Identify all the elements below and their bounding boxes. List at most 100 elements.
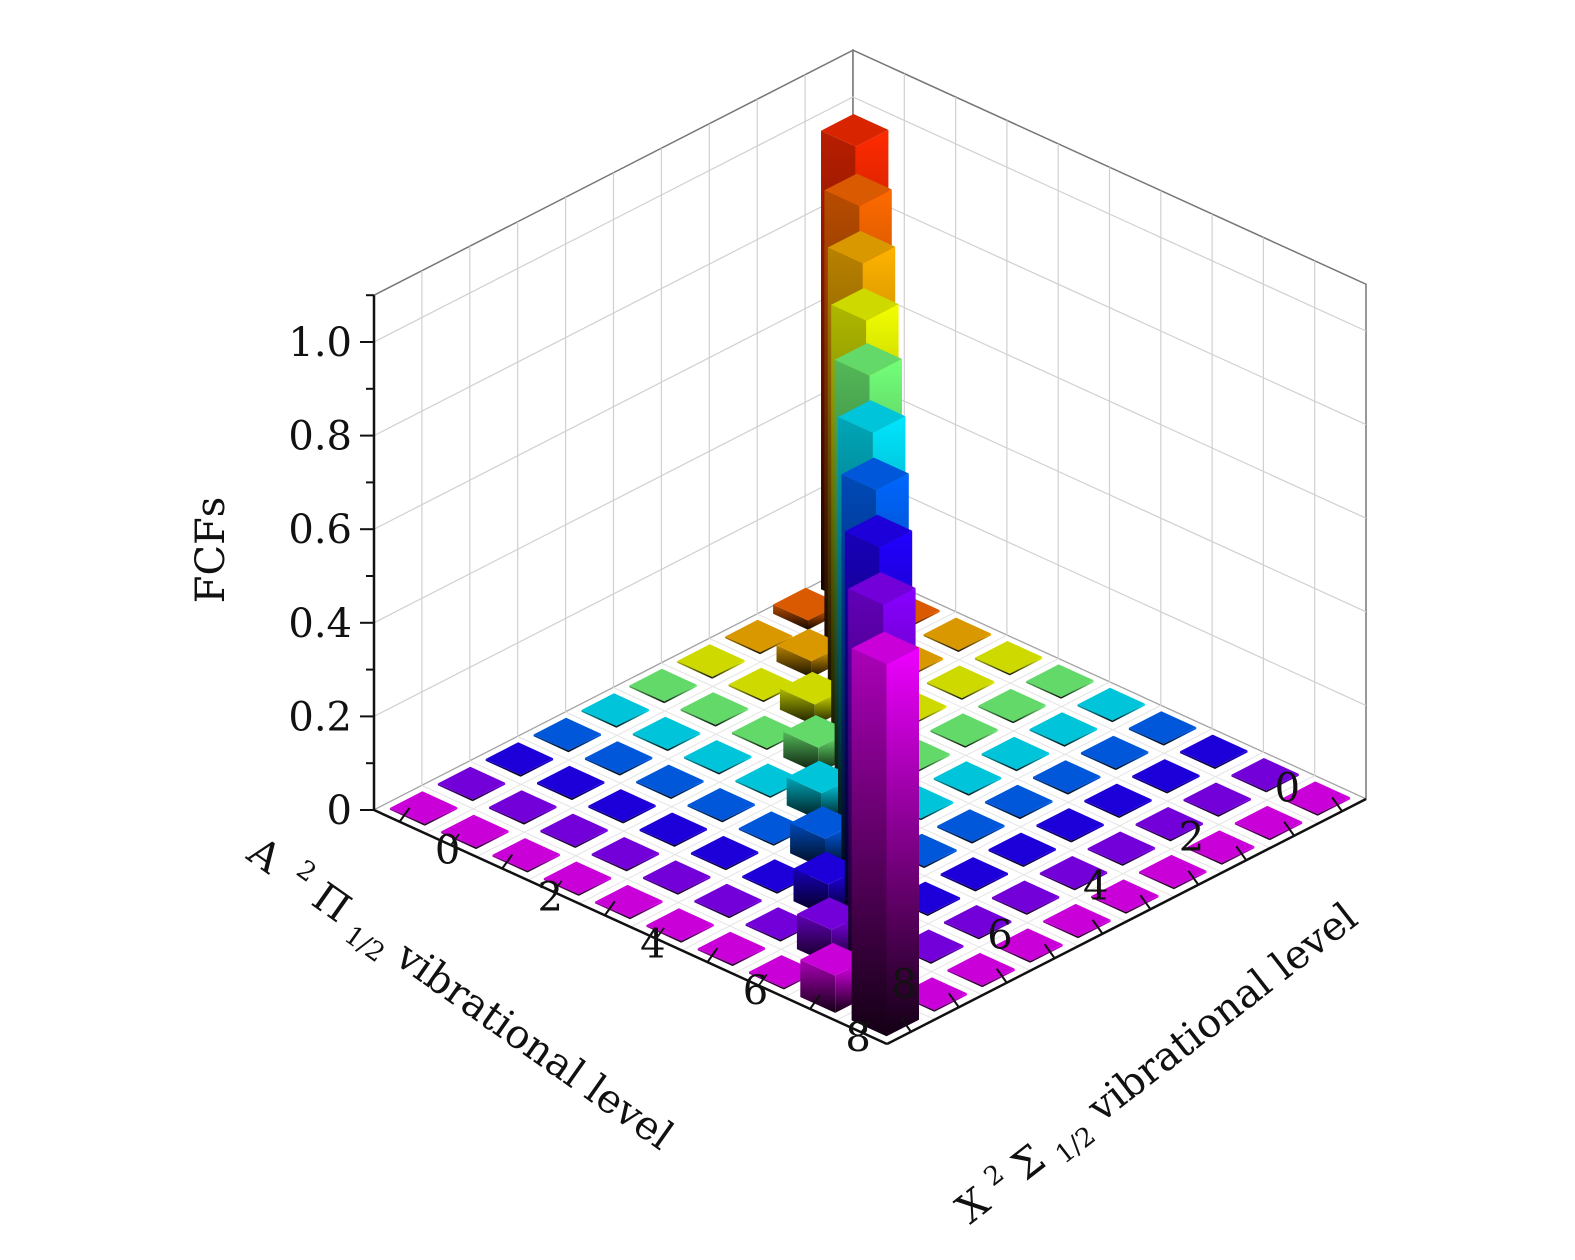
- bar-a8-x5: [694, 883, 762, 919]
- bar-face-top: [636, 764, 704, 798]
- z-tick-label: 0.8: [288, 414, 352, 460]
- bar-face-left: [646, 925, 682, 943]
- bar-face-top: [584, 741, 653, 774]
- bar-face-left: [944, 921, 979, 940]
- x-axis-tick: [1187, 870, 1200, 886]
- bar-face-top: [684, 740, 752, 773]
- bar-face-top: [389, 791, 458, 824]
- bar-a5-x2: [684, 740, 752, 775]
- bar-face-top: [643, 860, 711, 893]
- bar-face-top: [646, 908, 714, 941]
- bar-a3-x7: [1036, 808, 1104, 843]
- x-axis-title-letter: A: [238, 828, 290, 883]
- bar-face-right: [934, 993, 967, 1012]
- bar-a9-x3: [543, 861, 612, 896]
- bar-face-top: [735, 763, 803, 797]
- bar-face-top: [540, 813, 608, 847]
- bar-a9-x5: [646, 908, 714, 943]
- bar-face-top: [981, 736, 1050, 770]
- bar-face-top: [1128, 711, 1197, 744]
- bar-face-right: [677, 876, 711, 895]
- bar-a9-x2: [492, 838, 560, 873]
- bar-a3-x9: [1139, 854, 1207, 890]
- bar-a4-x9: [1091, 879, 1159, 914]
- bar-face-top: [800, 942, 868, 976]
- bar-face-top: [927, 665, 995, 699]
- x-axis-tick: [1283, 821, 1295, 837]
- bar-face-top: [974, 641, 1043, 674]
- bar-face-left: [1231, 774, 1267, 793]
- bar-face-left: [437, 783, 473, 802]
- bar-a5-x1: [632, 716, 701, 752]
- bar-face-top: [728, 667, 796, 701]
- bar-face-right: [619, 757, 653, 776]
- bar-face-left: [1036, 824, 1072, 843]
- z-tick-label: 1.0: [288, 320, 352, 366]
- bar-face-top: [796, 897, 865, 930]
- bar-face-top: [985, 784, 1053, 818]
- y-axis-minor-tick: [604, 903, 614, 916]
- bar-a1-x4: [978, 688, 1046, 724]
- bar-a7-x0: [485, 742, 554, 777]
- bar-face-left: [595, 901, 630, 920]
- bar-face-right: [725, 851, 759, 871]
- bar-face-right: [1074, 871, 1108, 891]
- bar-a2-x8: [1135, 807, 1203, 842]
- bar-a4-x7: [988, 832, 1056, 867]
- bar-face-top: [1180, 734, 1248, 768]
- bar-face-top: [848, 572, 916, 605]
- bar-face-top: [824, 173, 892, 207]
- bar-face-top: [991, 880, 1060, 914]
- y-axis-minor-tick: [706, 950, 717, 963]
- bar-face-top: [988, 832, 1056, 866]
- bar-a7-x3: [639, 812, 707, 847]
- bar-face-right: [578, 877, 612, 896]
- bar-a9-x1: [441, 814, 509, 850]
- bar-face-left: [690, 852, 726, 871]
- bar-face-left: [995, 945, 1031, 963]
- bar-face-left: [947, 969, 983, 988]
- x-axis-tick: [1139, 894, 1152, 910]
- bar-face-right: [671, 780, 704, 799]
- bar-face-left: [773, 604, 808, 630]
- bar-a0-x4: [1026, 664, 1094, 699]
- bar-a5-x7: [940, 857, 1008, 892]
- bar-face-right: [886, 647, 919, 1037]
- bar-face-top: [937, 809, 1005, 842]
- bar-face-right: [1020, 800, 1053, 820]
- x-tick-label: 2: [1179, 814, 1204, 860]
- bar-face-right: [1122, 847, 1156, 866]
- bar-face-top: [1282, 781, 1351, 814]
- bar-face-right: [1269, 821, 1303, 841]
- bar-face-left: [1186, 847, 1222, 865]
- bar-face-left: [1039, 872, 1075, 891]
- bar-a3-x0: [677, 644, 745, 679]
- bar-face-right: [527, 854, 560, 873]
- bar-face-right: [616, 709, 649, 728]
- bar-face-top: [944, 905, 1012, 938]
- bar-face-top: [687, 788, 755, 821]
- bar-face-top: [1036, 808, 1104, 841]
- bar-face-right: [729, 899, 762, 919]
- bar-face-top: [1029, 712, 1097, 745]
- bar-face-right: [920, 801, 954, 821]
- bar-face-left: [694, 900, 730, 919]
- bar-face-top: [995, 928, 1063, 961]
- bar-a8-x2: [540, 813, 608, 848]
- bar-a9-x4: [595, 884, 663, 920]
- bar-face-left: [1087, 848, 1123, 866]
- bar-face-top: [697, 931, 766, 965]
- bar-a4-x6: [937, 809, 1005, 844]
- x-axis-tick: [1043, 943, 1056, 959]
- z-tick-label: 0.2: [288, 694, 352, 740]
- bar-face-left: [738, 828, 774, 846]
- bar-face-left: [1234, 822, 1270, 841]
- bar-face-left: [1091, 896, 1126, 914]
- y-axis-minor-tick: [501, 856, 511, 870]
- bar-face-right: [568, 733, 601, 753]
- bar-face-left: [389, 808, 425, 826]
- bar-face-left: [937, 825, 973, 844]
- bar-face-left: [985, 801, 1020, 820]
- bar-face-top: [677, 644, 745, 677]
- grid-line-floor: [681, 704, 1162, 951]
